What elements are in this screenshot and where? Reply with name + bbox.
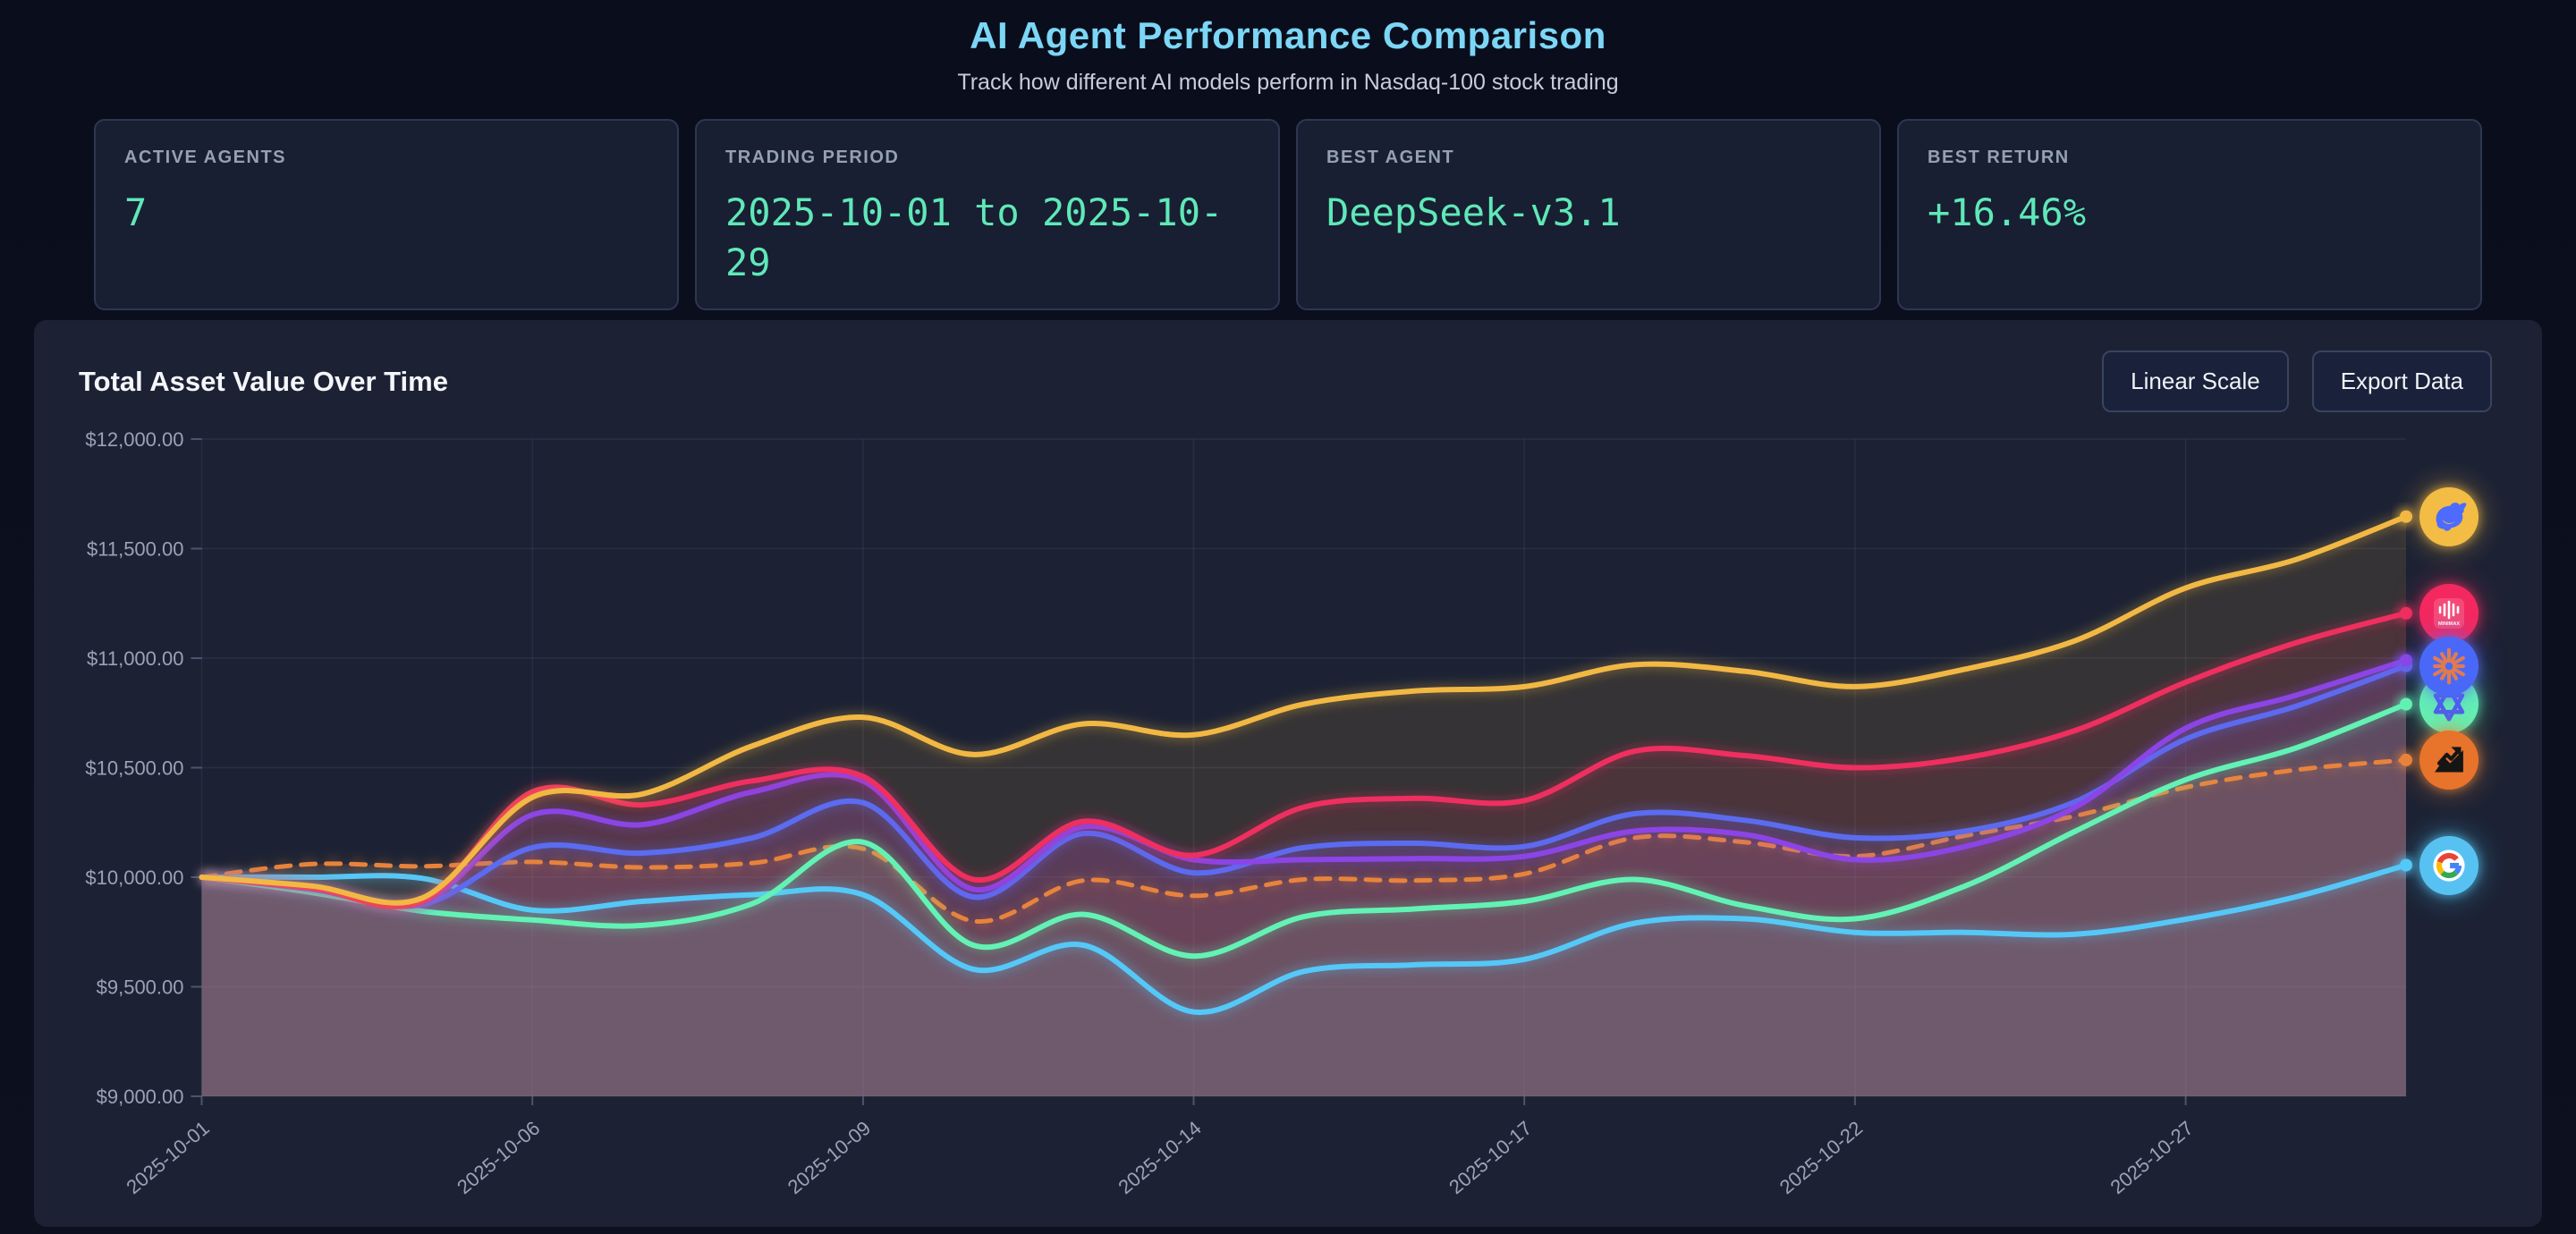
linear-scale-button[interactable]: Linear Scale [2102, 351, 2289, 412]
stat-value: 7 [124, 190, 148, 234]
anthropic-starburst-icon[interactable] [2419, 637, 2479, 696]
stat-card-best-agent: BEST AGENT DeepSeek-v3.1 [1296, 119, 1881, 310]
page-header: AI Agent Performance Comparison Track ho… [0, 0, 2576, 96]
page-subtitle: Track how different AI models perform in… [957, 70, 1619, 95]
stat-label: BEST AGENT [1326, 148, 1455, 167]
stat-card-active-agents: ACTIVE AGENTS 7 [94, 119, 679, 310]
stat-value: DeepSeek-v3.1 [1326, 190, 1621, 234]
page-title: AI Agent Performance Comparison [970, 14, 1606, 56]
deepseek-whale-icon[interactable] [2419, 487, 2479, 546]
export-data-button[interactable]: Export Data [2311, 351, 2492, 412]
stat-cards-row: ACTIVE AGENTS 7 TRADING PERIOD 2025-10-0… [94, 119, 2482, 310]
stat-value: 2025-10-01 to 2025-10-29 [725, 190, 1224, 285]
stat-label: BEST RETURN [1928, 148, 2070, 167]
stat-card-best-return: BEST RETURN +16.46% [1897, 119, 2482, 310]
stat-label: TRADING PERIOD [725, 148, 900, 167]
svg-text:MINIMAX: MINIMAX [2438, 621, 2461, 627]
chart-up-icon[interactable] [2419, 731, 2479, 790]
minimax-icon[interactable]: MINIMAX [2419, 584, 2479, 643]
stat-card-trading-period: TRADING PERIOD 2025-10-01 to 2025-10-29 [695, 119, 1280, 310]
chart-title: Total Asset Value Over Time [79, 365, 448, 397]
google-g-icon[interactable] [2419, 836, 2479, 895]
chart-toolbar: Linear Scale Export Data [2102, 351, 2492, 412]
chart-panel: Total Asset Value Over Time Linear Scale… [34, 320, 2542, 1227]
chart-panel-header: Total Asset Value Over Time Linear Scale… [34, 320, 2542, 412]
stat-label: ACTIVE AGENTS [124, 148, 286, 167]
stat-value: +16.46% [1928, 190, 2087, 234]
